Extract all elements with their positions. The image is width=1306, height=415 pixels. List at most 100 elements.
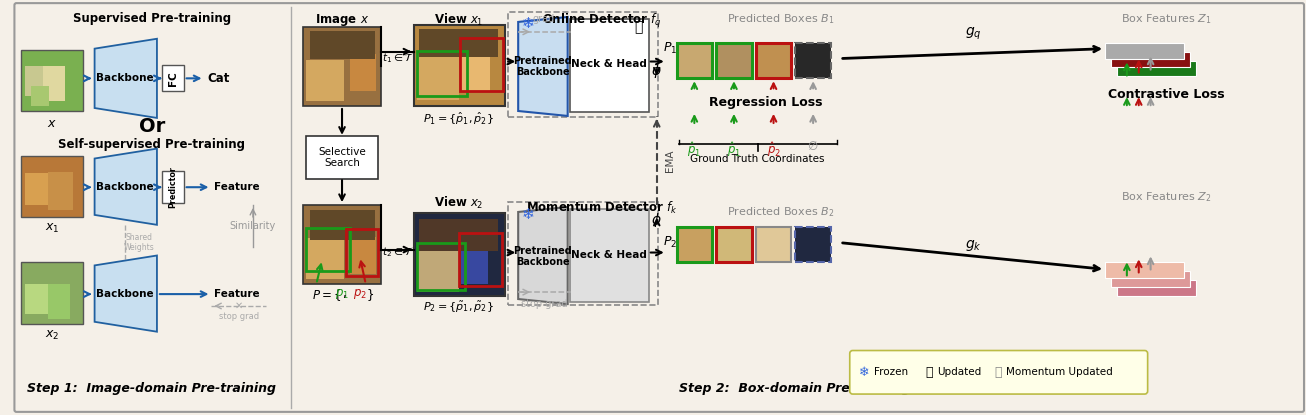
Text: $x$: $x$ (47, 117, 57, 130)
Text: Ground Truth Coordinates: Ground Truth Coordinates (691, 154, 825, 164)
Text: Predicted Boxes $B_1$: Predicted Boxes $B_1$ (727, 12, 835, 26)
Bar (43, 66, 65, 101)
Bar (307, 238, 343, 279)
Bar (461, 249, 488, 284)
Bar (21, 262, 82, 324)
Bar (716, 227, 752, 262)
Bar (48, 284, 69, 319)
Text: $x_2$: $x_2$ (44, 329, 59, 342)
Text: $p_1$: $p_1$ (336, 287, 349, 301)
Text: ✕: ✕ (235, 301, 243, 311)
Text: $\phi$: $\phi$ (652, 211, 662, 229)
Text: Self-supervised Pre-training: Self-supervised Pre-training (59, 138, 246, 151)
Bar (346, 229, 377, 276)
Bar (350, 54, 376, 91)
Bar (795, 43, 831, 78)
Text: $\phi$: $\phi$ (652, 62, 662, 81)
Text: stop grad: stop grad (521, 299, 567, 309)
Bar (25, 284, 55, 314)
Text: Predictor: Predictor (168, 166, 178, 208)
Text: $t_2 \in \mathcal{T}$: $t_2 \in \mathcal{T}$ (381, 246, 413, 259)
Bar (677, 43, 712, 78)
Text: Box Features $Z_1$: Box Features $Z_1$ (1121, 12, 1212, 26)
Bar (795, 227, 831, 262)
Text: Step 2:  Box-domain Pre-training: Step 2: Box-domain Pre-training (679, 382, 912, 395)
Bar (25, 173, 55, 205)
Text: Shared
Weights: Shared Weights (124, 233, 154, 252)
Bar (417, 243, 465, 290)
Text: $g_q$: $g_q$ (965, 25, 982, 42)
Bar (1111, 51, 1190, 68)
Text: Cat: Cat (208, 72, 230, 85)
Text: ❄: ❄ (521, 17, 534, 32)
Bar (716, 43, 752, 78)
Text: Momentum Detector $f_k$: Momentum Detector $f_k$ (526, 200, 678, 216)
Bar (31, 86, 50, 106)
Bar (1111, 271, 1190, 287)
Text: $P = \{$: $P = \{$ (312, 287, 342, 303)
Bar (21, 50, 82, 111)
Bar (1117, 280, 1196, 296)
Bar (21, 156, 82, 217)
FancyBboxPatch shape (569, 209, 649, 302)
Bar (756, 43, 791, 78)
Text: View $\mathit{x}_1$: View $\mathit{x}_1$ (434, 12, 483, 28)
Bar (303, 27, 380, 106)
Text: $g_k$: $g_k$ (965, 237, 982, 253)
Text: ❄: ❄ (859, 366, 870, 379)
Text: Selective
Search: Selective Search (319, 147, 366, 168)
Text: 🔥: 🔥 (925, 366, 932, 379)
Text: Image $x$: Image $x$ (315, 12, 370, 28)
Text: Backbone: Backbone (97, 182, 154, 192)
Bar (795, 227, 831, 262)
Bar (677, 43, 712, 78)
Text: FC: FC (167, 71, 178, 86)
Text: Box Features $Z_2$: Box Features $Z_2$ (1121, 190, 1212, 204)
Text: Step 1:  Image-domain Pre-training: Step 1: Image-domain Pre-training (27, 382, 277, 395)
Bar (414, 25, 505, 106)
Text: $x_1$: $x_1$ (44, 222, 59, 235)
Text: EMA: EMA (665, 149, 675, 172)
Text: Supervised Pre-training: Supervised Pre-training (73, 12, 231, 25)
Text: Pretrained
Backbone: Pretrained Backbone (513, 246, 572, 267)
Bar (677, 227, 712, 262)
Text: $P_1$: $P_1$ (662, 41, 677, 56)
Bar (460, 38, 503, 91)
Text: $\hat{p}_1$: $\hat{p}_1$ (727, 140, 741, 159)
Polygon shape (518, 207, 568, 304)
Bar (307, 228, 350, 271)
Bar (307, 59, 343, 101)
Bar (419, 29, 499, 56)
Bar (716, 227, 752, 262)
Polygon shape (94, 39, 157, 118)
Text: Pretrained
Backbone: Pretrained Backbone (513, 56, 572, 77)
Text: $P_1 = \{\hat{p}_1, \hat{p}_2\}$: $P_1 = \{\hat{p}_1, \hat{p}_2\}$ (423, 111, 494, 127)
Text: Regression Loss: Regression Loss (709, 96, 823, 109)
Bar (311, 31, 375, 59)
Bar (461, 51, 491, 91)
Text: $P_2 = \{\tilde{p}_1, \tilde{p}_2\}$: $P_2 = \{\tilde{p}_1, \tilde{p}_2\}$ (423, 300, 494, 315)
Text: $\}$: $\}$ (366, 287, 374, 303)
FancyBboxPatch shape (307, 136, 377, 179)
Text: Contrastive Loss: Contrastive Loss (1107, 88, 1225, 101)
Bar (417, 56, 458, 100)
Text: Or: Or (138, 117, 165, 137)
Text: $\hat{p}_2$: $\hat{p}_2$ (767, 140, 781, 159)
Text: $\hat{p}_1$: $\hat{p}_1$ (687, 140, 701, 159)
Bar (756, 227, 791, 262)
Bar (458, 233, 503, 286)
Text: grad: grad (533, 14, 555, 24)
Text: ❄: ❄ (521, 208, 534, 222)
Text: Backbone: Backbone (97, 73, 154, 83)
Text: 🌫: 🌫 (994, 366, 1002, 379)
FancyBboxPatch shape (850, 351, 1148, 394)
Text: $p_2$: $p_2$ (353, 287, 367, 301)
Text: 🔥: 🔥 (635, 20, 643, 34)
Polygon shape (518, 17, 568, 116)
Bar (419, 219, 499, 251)
Bar (162, 66, 184, 91)
Text: Online Detector $f_q$: Online Detector $f_q$ (542, 12, 662, 30)
Bar (48, 172, 73, 210)
Bar (303, 205, 380, 284)
Text: Feature: Feature (214, 182, 260, 192)
